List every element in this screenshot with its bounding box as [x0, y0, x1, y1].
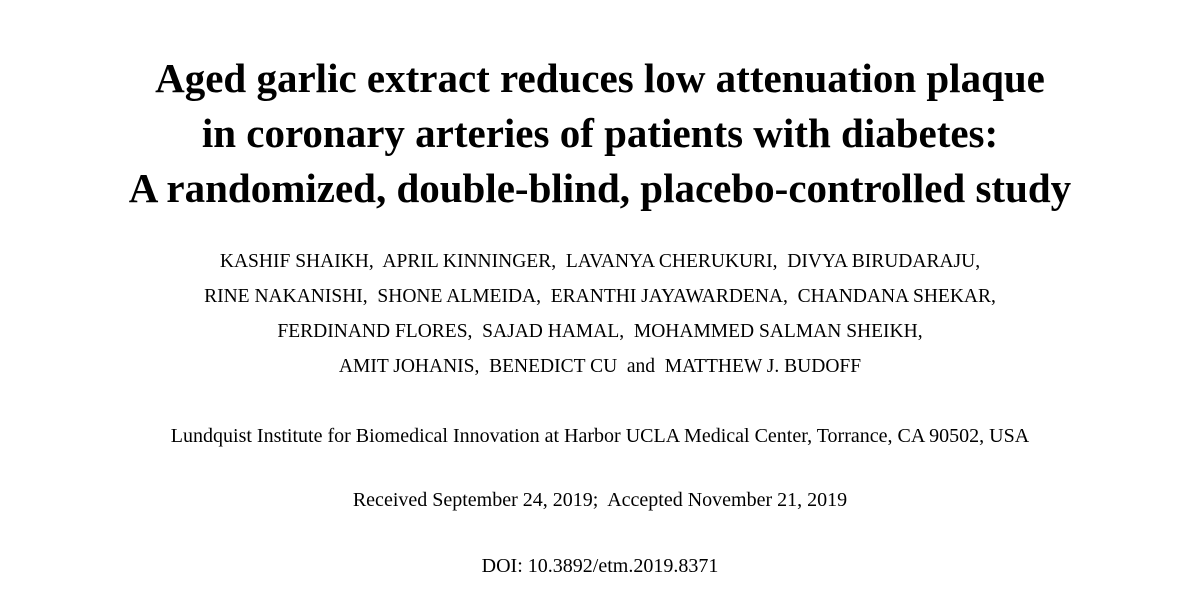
title-line: A randomized, double-blind, placebo-cont…	[128, 165, 1072, 211]
affiliation: Lundquist Institute for Biomedical Innov…	[170, 425, 1030, 447]
author-line: FERDINAND FLORES, SAJAD HAMAL, MOHAMMED …	[277, 321, 923, 342]
author-line: AMIT JOHANIS, BENEDICT CU and MATTHEW J.…	[338, 356, 862, 377]
title-line: in coronary arteries of patients with di…	[201, 110, 999, 156]
author-line: RINE NAKANISHI, SHONE ALMEIDA, ERANTHI J…	[204, 286, 996, 307]
doi: DOI: 10.3892/etm.2019.8371	[481, 555, 719, 577]
dates: Received September 24, 2019; Accepted No…	[352, 489, 848, 511]
author-line: KASHIF SHAIKH, APRIL KINNINGER, LAVANYA …	[219, 251, 981, 272]
title-line: Aged garlic extract reduces low attenuat…	[155, 55, 1045, 101]
